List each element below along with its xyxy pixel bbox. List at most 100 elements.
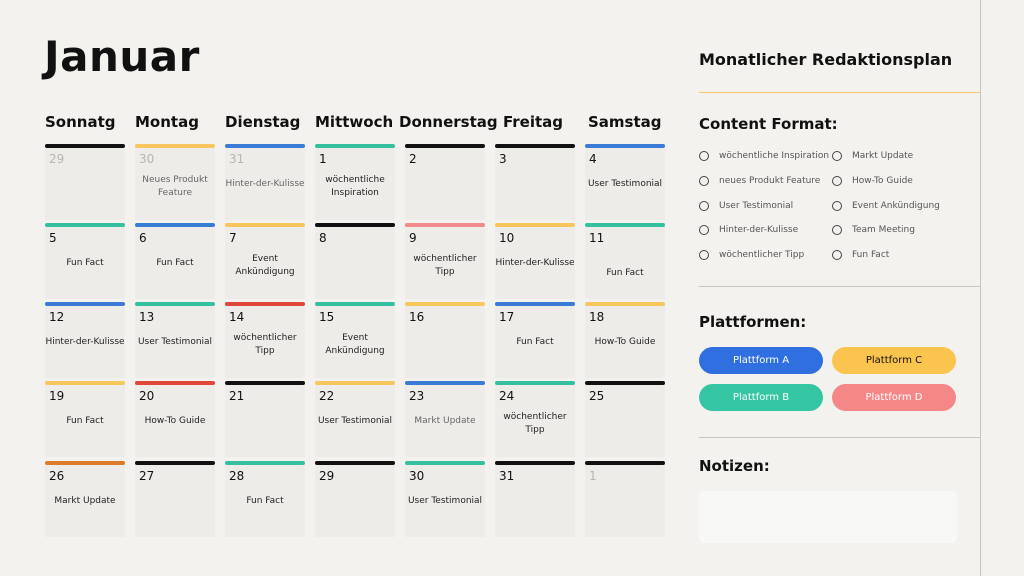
platform-color-bar [495, 461, 575, 465]
day-number: 16 [409, 310, 425, 324]
format-option[interactable]: neues Produkt Feature [699, 176, 820, 186]
calendar-day-cell[interactable]: 29 [315, 461, 395, 537]
platform-color-bar [225, 223, 305, 227]
calendar-day-cell[interactable]: 13 User Testimonial [135, 302, 215, 378]
format-option[interactable]: How-To Guide [832, 176, 913, 186]
format-option[interactable]: User Testimonial [699, 201, 793, 211]
notes-textarea[interactable] [699, 491, 957, 543]
content-entry: wöchentlicher Tipp [413, 254, 477, 277]
day-number: 1 [589, 469, 597, 483]
platform-d-button[interactable]: Plattform D [832, 384, 956, 411]
format-option[interactable]: Event Ankündigung [832, 201, 940, 211]
calendar-day-cell[interactable]: 18 How-To Guide [585, 302, 665, 378]
sidebar-divider [699, 286, 980, 287]
calendar-day-cell[interactable]: 4 User Testimonial [585, 144, 665, 220]
platform-color-bar [135, 223, 215, 227]
content-entry: wöchentlicher Tipp [233, 333, 297, 356]
calendar-day-cell[interactable]: 16 [405, 302, 485, 378]
content-entry: User Testimonial [587, 179, 663, 189]
radio-icon[interactable] [699, 151, 709, 161]
day-number: 23 [409, 389, 425, 403]
day-number: 13 [139, 310, 155, 324]
calendar-day-cell[interactable]: 20 How-To Guide [135, 381, 215, 457]
format-option[interactable]: wöchentlicher Tipp [699, 250, 804, 260]
format-option[interactable]: Markt Update [832, 151, 913, 161]
calendar-day-cell[interactable]: 14 wöchentlicher Tipp [225, 302, 305, 378]
content-entry: User Testimonial [137, 337, 213, 347]
radio-icon[interactable] [832, 201, 842, 211]
calendar-day-cell[interactable]: 2 [405, 144, 485, 220]
calendar-day-cell[interactable]: 30 Neues Produkt Feature [135, 144, 215, 220]
radio-icon[interactable] [699, 225, 709, 235]
day-number: 24 [499, 389, 515, 403]
calendar-day-cell[interactable]: 28 Fun Fact [225, 461, 305, 537]
content-entry: Markt Update [54, 496, 116, 506]
calendar-day-cell[interactable]: 25 [585, 381, 665, 457]
calendar-day-cell[interactable]: 31 Hinter-der-Kulisse [225, 144, 305, 220]
calendar-day-cell[interactable]: 21 [225, 381, 305, 457]
calendar-day-cell[interactable]: 6 Fun Fact [135, 223, 215, 299]
day-number: 30 [409, 469, 425, 483]
calendar-day-cell[interactable]: 7 Event Ankündigung [225, 223, 305, 299]
platform-color-bar [405, 381, 485, 385]
format-option[interactable]: wöchentliche Inspiration [699, 151, 829, 161]
platform-color-bar [225, 381, 305, 385]
radio-icon[interactable] [832, 250, 842, 260]
calendar-day-cell[interactable]: 29 [45, 144, 125, 220]
platform-color-bar [45, 461, 125, 465]
format-option[interactable]: Hinter-der-Kulisse [699, 225, 798, 235]
platform-b-button[interactable]: Plattform B [699, 384, 823, 411]
weekday-thursday: Donnerstag [399, 113, 498, 131]
calendar-day-cell[interactable]: 23 Markt Update [405, 381, 485, 457]
radio-icon[interactable] [699, 201, 709, 211]
calendar-day-cell[interactable]: 12 Hinter-der-Kulisse [45, 302, 125, 378]
radio-icon[interactable] [832, 225, 842, 235]
calendar-day-cell[interactable]: 3 [495, 144, 575, 220]
weekday-sunday: Sonnatg [45, 113, 116, 131]
format-option[interactable]: Fun Fact [832, 250, 889, 260]
platform-color-bar [45, 381, 125, 385]
calendar-day-cell[interactable]: 31 [495, 461, 575, 537]
radio-icon[interactable] [832, 176, 842, 186]
calendar-day-cell[interactable]: 19 Fun Fact [45, 381, 125, 457]
platform-color-bar [45, 302, 125, 306]
day-number: 5 [49, 231, 57, 245]
calendar-day-cell[interactable]: 5 Fun Fact [45, 223, 125, 299]
calendar-day-cell[interactable]: 10 Hinter-der-Kulisse [495, 223, 575, 299]
day-number: 30 [139, 152, 155, 166]
calendar-day-cell[interactable]: 9 wöchentlicher Tipp [405, 223, 485, 299]
radio-icon[interactable] [832, 151, 842, 161]
calendar-day-cell[interactable]: 11 Fun Fact [585, 223, 665, 299]
platform-a-button[interactable]: Plattform A [699, 347, 823, 374]
platform-color-bar [495, 223, 575, 227]
calendar-day-cell[interactable]: 1 wöchentliche Inspiration [315, 144, 395, 220]
platform-color-bar [495, 381, 575, 385]
day-number: 19 [49, 389, 65, 403]
calendar-day-cell[interactable]: 17 Fun Fact [495, 302, 575, 378]
calendar-day-cell[interactable]: 15 Event Ankündigung [315, 302, 395, 378]
content-entry: Fun Fact [66, 258, 104, 268]
day-number: 29 [319, 469, 335, 483]
format-option[interactable]: Team Meeting [832, 225, 915, 235]
day-number: 31 [229, 152, 245, 166]
calendar-day-cell[interactable]: 24 wöchentlicher Tipp [495, 381, 575, 457]
radio-icon[interactable] [699, 250, 709, 260]
platform-c-button[interactable]: Plattform C [832, 347, 956, 374]
weekday-friday: Freitag [503, 113, 564, 131]
calendar-day-cell[interactable]: 22 User Testimonial [315, 381, 395, 457]
platform-color-bar [135, 381, 215, 385]
content-entry: Fun Fact [246, 496, 284, 506]
platform-color-bar [585, 461, 665, 465]
calendar-day-cell[interactable]: 1 [585, 461, 665, 537]
calendar-day-cell[interactable]: 26 Markt Update [45, 461, 125, 537]
calendar-day-cell[interactable]: 30 User Testimonial [405, 461, 485, 537]
content-entry: Fun Fact [66, 416, 104, 426]
day-number: 11 [589, 231, 605, 245]
radio-icon[interactable] [699, 176, 709, 186]
platform-color-bar [45, 144, 125, 148]
content-entry: Event Ankündigung [325, 333, 385, 356]
day-number: 7 [229, 231, 237, 245]
calendar-day-cell[interactable]: 8 [315, 223, 395, 299]
platform-color-bar [315, 302, 395, 306]
calendar-day-cell[interactable]: 27 [135, 461, 215, 537]
